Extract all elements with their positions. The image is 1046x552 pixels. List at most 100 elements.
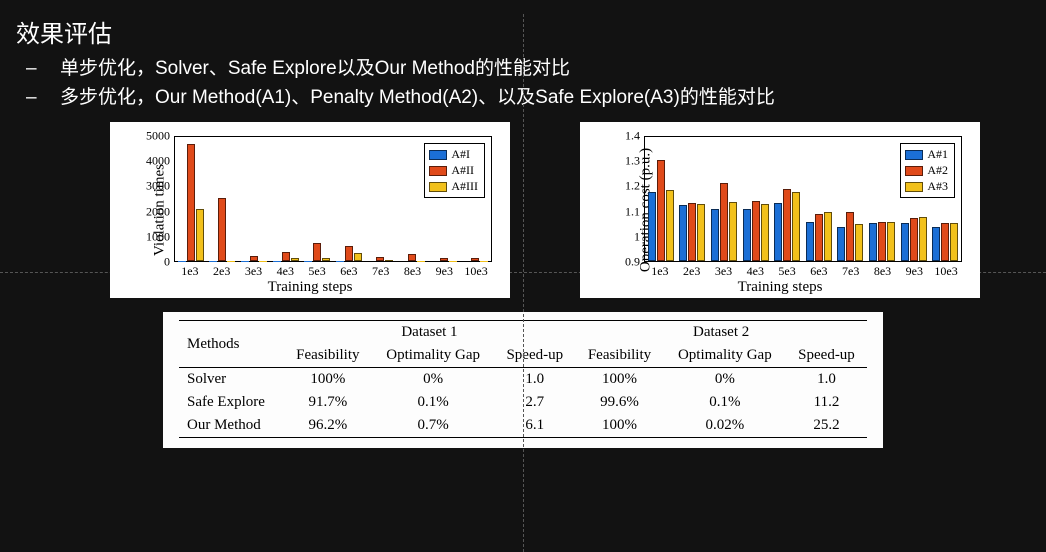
bar-group [304,243,330,261]
bar-group [178,144,204,261]
bar [385,260,393,261]
cell: 0.02% [664,414,786,438]
bar [846,212,854,261]
legend-swatch [905,182,923,192]
bar [887,222,895,261]
bar [941,223,949,261]
cost-chart: Operation cost (p.u.) 0.911.11.21.31.4 A… [580,122,980,298]
bar [440,258,448,261]
bar [354,253,362,261]
ytick: 1.1 [625,204,640,219]
cell: 1.0 [494,368,575,392]
bar [688,203,696,261]
bar [752,201,760,261]
ytick: 1.4 [625,129,640,144]
bar [919,217,927,261]
cell: 91.7% [284,391,372,414]
bar [783,189,791,261]
legend-row: A#III [429,179,478,194]
th-sub: Feasibility [284,344,372,368]
yticks: 0.911.11.21.31.4 [616,136,642,262]
legend-row: A#I [429,147,478,162]
xtick: 4e3 [747,264,764,279]
bar [720,183,728,261]
cell: 0.1% [664,391,786,414]
bar [322,258,330,261]
ytick: 3000 [146,179,170,194]
th-sub: Optimality Gap [664,344,786,368]
legend-swatch [905,166,923,176]
bar [345,246,353,261]
legend-row: A#II [429,163,478,178]
ytick: 1.2 [625,179,640,194]
legend-row: A#2 [905,163,948,178]
bar [282,252,290,261]
legend-swatch [905,150,923,160]
bar [729,202,737,261]
legend-label: A#2 [927,163,948,178]
cell-method: Our Method [179,414,284,438]
bar-group [743,201,769,261]
xtick: 2e3 [683,264,700,279]
th-methods: Methods [179,321,284,368]
bar-group [399,254,425,261]
bar [218,198,226,261]
bar [901,223,909,261]
cell: 11.2 [786,391,867,414]
yticks: 010002000300040005000 [146,136,172,262]
bar-group [932,223,958,261]
ytick: 2000 [146,204,170,219]
xlabel: Training steps [580,279,980,296]
bar [815,214,823,261]
bar [697,204,705,261]
ytick: 0.9 [625,255,640,270]
legend-swatch [429,166,447,176]
bar-group [462,258,488,261]
xtick: 8e3 [874,264,891,279]
xtick: 10e3 [934,264,957,279]
ytick: 4000 [146,154,170,169]
ytick: 5000 [146,129,170,144]
legend: A#IA#IIA#III [424,143,485,198]
bar [408,254,416,261]
cell: 96.2% [284,414,372,438]
bar [774,203,782,261]
plot-area: A#1A#2A#3 [644,136,962,262]
cell: 0.7% [372,414,494,438]
cell-method: Solver [179,368,284,392]
bar-group [336,246,362,261]
bar [761,204,769,261]
legend-label: A#I [451,147,470,162]
bar [824,212,832,261]
xticks: 1e32e33e34e35e36e37e38e39e310e3 [644,264,962,278]
th-dataset1: Dataset 1 [284,321,576,345]
legend-label: A#II [451,163,474,178]
xtick: 1e3 [651,264,668,279]
bar [950,223,958,261]
cell: 1.0 [786,368,867,392]
legend-label: A#3 [927,179,948,194]
cell: 25.2 [786,414,867,438]
bar-group [711,183,737,261]
bar [648,192,656,261]
ytick: 0 [164,255,170,270]
ytick: 1 [634,229,640,244]
bar [313,243,321,261]
xtick: 4e3 [277,264,294,279]
xtick: 1e3 [181,264,198,279]
bar-group [679,203,705,261]
xtick: 3e3 [715,264,732,279]
xtick: 6e3 [810,264,827,279]
xtick: 7e3 [372,264,389,279]
bar [806,222,814,261]
bar-group [869,222,895,261]
bar-group [648,160,674,261]
bar-group [241,256,267,261]
cell: 6.1 [494,414,575,438]
slide-title: 效果评估 [16,14,1046,49]
th-sub: Optimality Gap [372,344,494,368]
bar [657,160,665,261]
bar [837,227,845,261]
legend: A#1A#2A#3 [900,143,955,198]
th-sub: Feasibility [575,344,663,368]
